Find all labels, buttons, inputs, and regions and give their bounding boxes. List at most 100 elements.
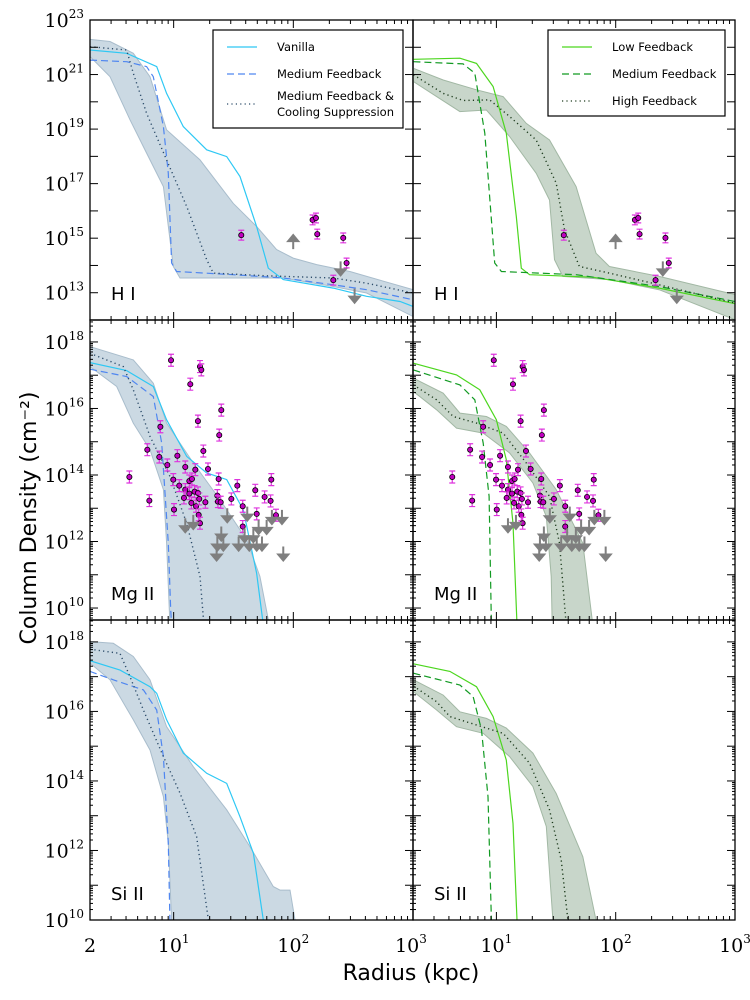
detection-point — [522, 448, 529, 455]
tick-base: 10 — [600, 935, 624, 957]
detection-point — [562, 503, 569, 510]
detection-point — [584, 493, 591, 500]
detection-point — [590, 476, 597, 483]
detection-point — [239, 503, 246, 510]
upper-limit-arrow — [598, 546, 613, 563]
upper-limit-arrow — [240, 506, 255, 523]
lower-limit-arrow — [608, 233, 623, 250]
detection-point — [550, 495, 557, 502]
detection-point — [520, 366, 527, 373]
tick-base: 10 — [45, 598, 69, 620]
y-tick-label: 1023 — [45, 7, 84, 32]
upper-limit-arrow — [587, 509, 602, 526]
detection-point — [330, 277, 337, 284]
tick-base: 10 — [45, 632, 69, 654]
detection-point — [636, 231, 643, 238]
series-line-medium-feedback — [413, 369, 492, 620]
tick-exponent: 3 — [743, 932, 750, 946]
detection-point — [215, 475, 222, 482]
legend-label: Medium Feedback & — [277, 89, 394, 103]
legend-label: Low Feedback — [612, 40, 693, 54]
tick-exponent: 12 — [69, 529, 84, 543]
upper-limit-arrow — [562, 506, 577, 523]
detection-point — [499, 482, 506, 489]
x-tick-label: 101 — [158, 932, 190, 957]
detection-point — [479, 454, 486, 461]
detection-point — [449, 473, 456, 480]
legend-left: Vanilla Medium Feedback Medium Feedback & C… — [212, 29, 404, 129]
ticks — [89, 19, 413, 321]
y-tick-label: 1014 — [45, 462, 85, 487]
y-tick-label: 1010 — [45, 907, 84, 932]
tick-exponent: 2 — [624, 932, 632, 946]
plot-area — [413, 353, 613, 620]
uncertainty-band — [413, 679, 597, 920]
x-tick-label: 2 — [84, 935, 96, 957]
detection-point — [511, 499, 518, 506]
tick-exponent: 17 — [69, 171, 84, 185]
series-line-low-feedback — [413, 663, 518, 920]
detection-point — [665, 259, 672, 266]
detection-point — [312, 214, 319, 221]
detection-point — [562, 523, 569, 530]
legend-label: Vanilla — [277, 40, 315, 54]
tick-exponent: 14 — [69, 768, 85, 782]
detection-point — [239, 523, 246, 530]
detection-point — [228, 495, 235, 502]
ion-label: Mg II — [434, 584, 477, 605]
y-tick-label: 1019 — [45, 116, 84, 141]
detection-point — [487, 462, 494, 469]
detection-point — [144, 446, 151, 453]
x-tick-label: 101 — [480, 932, 512, 957]
tick-exponent: 10 — [69, 907, 84, 921]
detection-point — [517, 418, 524, 425]
tick-exponent: 19 — [69, 116, 84, 130]
detection-point — [126, 473, 133, 480]
plot-area — [90, 641, 296, 920]
upper-limit-arrow — [655, 261, 670, 277]
tick-base: 10 — [480, 935, 504, 957]
upper-limit-arrow — [216, 536, 231, 553]
detection-point — [540, 499, 547, 506]
tick-exponent: 2 — [302, 932, 310, 946]
detection-point — [202, 499, 209, 506]
plot-area — [413, 663, 597, 920]
y-tick-label: 1016 — [45, 698, 84, 723]
ion-label: Si II — [434, 884, 467, 905]
y-axis-title: Column Density (cm⁻²) — [17, 392, 42, 645]
detection-point — [540, 407, 547, 414]
detection-point — [590, 497, 597, 504]
tick-base: 2 — [84, 935, 96, 957]
ticks — [412, 620, 735, 921]
tick-base: 10 — [45, 283, 69, 305]
legend-box — [547, 29, 726, 117]
detection-point — [217, 499, 224, 506]
detection-point — [182, 464, 189, 471]
tick-base: 10 — [395, 935, 419, 957]
series-line-vanilla — [90, 660, 264, 920]
tick-exponent: 15 — [69, 225, 84, 239]
tick-exponent: 14 — [69, 462, 85, 476]
tick-base: 10 — [45, 398, 69, 420]
plot-area — [413, 57, 735, 320]
x-tick-label: 103 — [719, 932, 750, 957]
legend-right: Low Feedback Medium Feedback High Feedback — [547, 29, 726, 117]
upper-limit-arrow — [573, 519, 589, 536]
tick-base: 10 — [45, 910, 69, 932]
detection-point — [560, 232, 567, 239]
detection-point — [493, 476, 500, 483]
series-line-medium-feedback — [90, 670, 171, 920]
detection-point — [574, 487, 581, 494]
upper-limit-arrow — [560, 528, 575, 544]
ion-label: H I — [434, 284, 459, 305]
upper-limit-arrow — [542, 508, 557, 524]
uncertainty-band — [90, 641, 296, 920]
upper-limit-arrow — [508, 514, 524, 531]
detection-point — [343, 259, 350, 266]
upper-limit-arrow — [231, 536, 246, 553]
detection-point — [174, 452, 181, 459]
legend-box — [212, 29, 404, 129]
legend-label: Cooling Suppression — [277, 105, 394, 119]
